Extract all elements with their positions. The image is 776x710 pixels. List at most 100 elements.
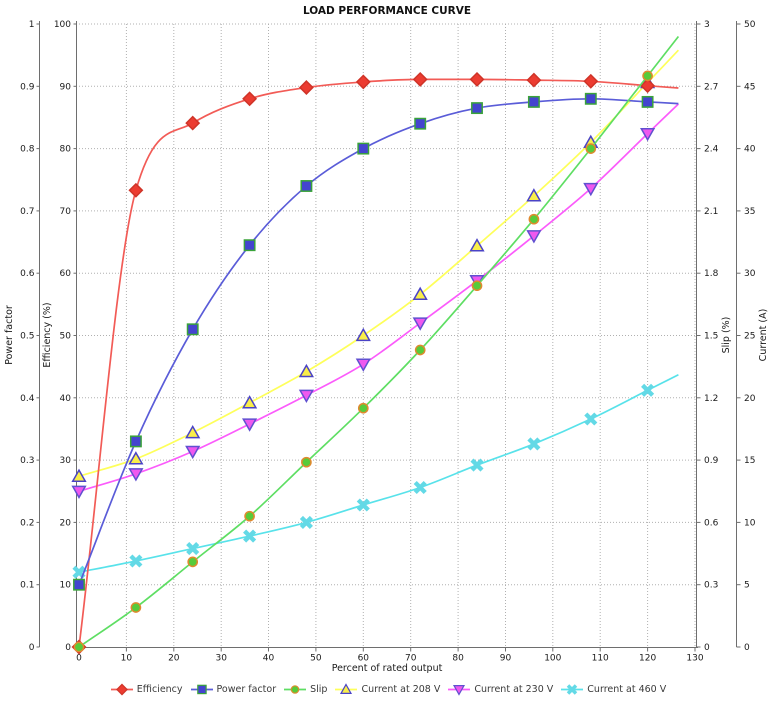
- series-current-at-230-v: [71, 103, 679, 500]
- data-point-marker: [129, 435, 142, 448]
- data-point-marker: [357, 142, 370, 155]
- tick-label-power_factor: 0.9: [20, 82, 35, 92]
- tick-label-current: 25: [744, 332, 755, 342]
- chart-title: LOAD PERFORMANCE CURVE: [303, 5, 471, 17]
- data-point-marker: [186, 542, 200, 556]
- data-point-marker: [340, 682, 353, 694]
- tick-label-x: 50: [310, 654, 322, 664]
- data-point-marker: [641, 383, 655, 397]
- series-line-current-at-460-v: [78, 374, 679, 574]
- data-point-marker: [469, 71, 485, 87]
- tick-label-x: 20: [168, 654, 180, 664]
- legend-item-current-230: Current at 230 V: [447, 683, 553, 696]
- tick-label-efficiency: 80: [60, 145, 72, 155]
- tick-label-efficiency: 60: [60, 269, 72, 279]
- tick-label-power_factor: 0: [29, 643, 35, 653]
- tick-label-efficiency: 40: [60, 394, 72, 404]
- tick-label-power_factor: 0.8: [20, 145, 35, 155]
- tick-label-power_factor: 0.7: [20, 207, 34, 217]
- data-point-marker: [526, 230, 542, 244]
- tick-label-current: 50: [744, 20, 756, 30]
- tick-label-current: 10: [744, 518, 756, 528]
- plot-series: [71, 35, 680, 655]
- axes: 00.10.20.30.40.50.60.70.80.9101020304050…: [20, 20, 756, 664]
- tick-label-power_factor: 0.4: [20, 394, 35, 404]
- legend-marker-slip: [284, 684, 307, 694]
- data-point-marker: [243, 239, 256, 252]
- data-point-marker: [583, 73, 599, 89]
- data-point-marker: [196, 684, 207, 694]
- data-point-marker: [640, 127, 656, 142]
- data-point-marker: [413, 480, 427, 495]
- data-point-marker: [290, 684, 300, 694]
- data-point-marker: [357, 402, 369, 414]
- data-point-marker: [355, 74, 371, 90]
- data-point-marker: [73, 641, 85, 653]
- tick-label-slip: 0.9: [704, 456, 719, 466]
- legend-marker-current-230: [448, 684, 471, 696]
- tick-label-x: 30: [215, 654, 227, 664]
- series-current-at-460-v: [72, 374, 679, 579]
- data-point-marker: [115, 683, 128, 695]
- tick-label-slip: 1.8: [704, 269, 719, 279]
- data-point-marker: [300, 180, 313, 192]
- data-point-marker: [642, 70, 653, 82]
- data-point-marker: [471, 280, 483, 292]
- tick-label-slip: 0.3: [704, 581, 718, 591]
- data-point-marker: [129, 554, 143, 568]
- data-point-marker: [244, 510, 255, 522]
- data-point-marker: [412, 286, 428, 301]
- series-line-current-at-230-v: [78, 103, 679, 493]
- tick-label-current: 0: [744, 643, 750, 653]
- tick-label-power_factor: 0.3: [20, 456, 34, 466]
- y-axis-title-efficiency: Efficiency (%): [42, 302, 53, 367]
- tick-label-efficiency: 50: [60, 332, 72, 342]
- tick-label-power_factor: 0.2: [20, 518, 34, 528]
- legend-item-current-208: Current at 208 V: [334, 682, 440, 696]
- x-axis-title: Percent of rated output: [332, 663, 443, 674]
- data-point-marker: [299, 515, 313, 529]
- data-point-marker: [470, 458, 484, 472]
- y-axis-title-current: Current (A): [758, 309, 769, 362]
- legend-label: Current at 230 V: [474, 683, 554, 695]
- data-point-marker: [355, 327, 371, 342]
- tick-label-slip: 2.4: [704, 145, 719, 155]
- series-line-current-at-208-v: [78, 49, 680, 478]
- tick-label-x: 70: [405, 654, 417, 664]
- legend-marker-current-460: [561, 683, 584, 695]
- data-point-marker: [355, 358, 371, 372]
- tick-label-power_factor: 0.5: [20, 332, 34, 342]
- data-point-marker: [185, 115, 201, 131]
- series-line-slip: [78, 35, 680, 648]
- tick-label-x: 100: [544, 654, 561, 664]
- tick-label-power_factor: 1: [29, 20, 35, 30]
- tick-label-x: 10: [121, 654, 133, 664]
- tick-label-power_factor: 0.6: [20, 269, 35, 279]
- tick-label-current: 30: [744, 269, 756, 279]
- legend-marker-efficiency: [110, 683, 133, 695]
- data-point-marker: [128, 468, 144, 482]
- tick-label-current: 15: [744, 456, 755, 466]
- tick-label-x: 110: [592, 654, 609, 664]
- data-point-marker: [298, 80, 314, 95]
- tick-label-efficiency: 100: [54, 20, 71, 30]
- data-point-marker: [412, 317, 428, 331]
- tick-label-slip: 3: [704, 20, 710, 30]
- tick-label-efficiency: 0: [65, 643, 71, 653]
- tick-label-x: 0: [76, 654, 82, 664]
- tick-label-slip: 0.6: [704, 518, 719, 528]
- data-point-marker: [242, 418, 258, 432]
- tick-label-efficiency: 10: [60, 581, 72, 591]
- tick-label-slip: 1.2: [704, 394, 718, 404]
- legend-label: Power factor: [216, 683, 277, 695]
- legend-item-slip: Slip: [283, 683, 327, 696]
- tick-label-current: 45: [744, 82, 755, 92]
- data-point-marker: [414, 344, 426, 356]
- legend-marker-power-factor: [190, 684, 213, 694]
- data-point-marker: [527, 437, 541, 451]
- data-point-marker: [526, 72, 542, 88]
- data-point-marker: [298, 363, 314, 378]
- tick-label-slip: 2.7: [704, 82, 718, 92]
